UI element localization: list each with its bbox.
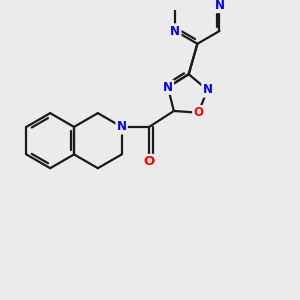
Text: O: O: [144, 155, 155, 168]
Text: N: N: [170, 25, 180, 38]
Text: N: N: [163, 81, 173, 94]
Text: N: N: [117, 120, 127, 134]
Text: N: N: [202, 83, 212, 97]
Text: O: O: [193, 106, 203, 119]
Text: N: N: [214, 0, 224, 12]
